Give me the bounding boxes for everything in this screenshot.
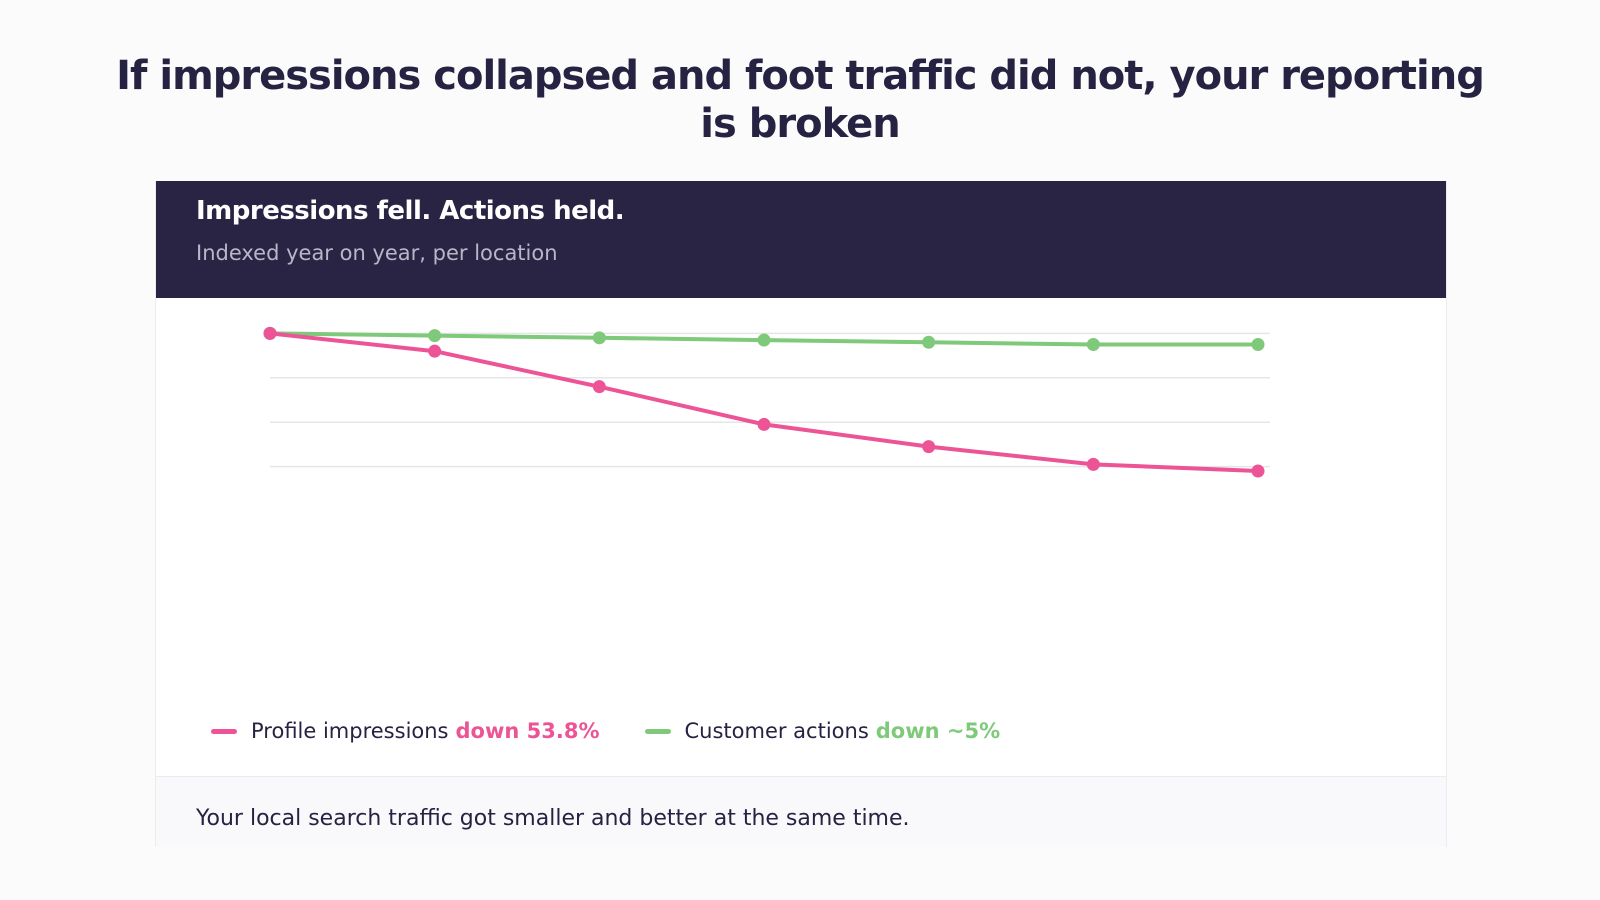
data-point-actions-2 xyxy=(428,329,442,343)
legend-swatch-impressions xyxy=(211,728,237,734)
legend-swatch-actions xyxy=(644,728,671,734)
page-title: If impressions collapsed and foot traffi… xyxy=(116,53,1485,147)
legend-label-impressions: Profile impressions xyxy=(251,719,449,743)
chart-legend: Profile impressions down 53.8% Customer … xyxy=(211,716,1000,746)
series-layer xyxy=(263,326,1265,478)
legend-note-actions: down ~5% xyxy=(875,719,1001,743)
footer-text: Your local search traffic got smaller an… xyxy=(196,806,910,831)
data-point-impressions-6 xyxy=(1086,457,1100,471)
series-line-impressions xyxy=(268,331,1260,473)
data-point-actions-4 xyxy=(757,333,771,347)
card-header: Impressions fell. Actions held. Indexed … xyxy=(156,181,1446,298)
data-point-actions-6 xyxy=(1086,338,1100,351)
series-impressions xyxy=(263,326,1265,478)
data-point-impressions-3 xyxy=(592,380,606,394)
legend-item-impressions: Profile impressions down 53.8% xyxy=(211,716,600,746)
data-point-impressions-2 xyxy=(428,344,442,358)
data-point-actions-7 xyxy=(1251,338,1265,351)
data-point-impressions-5 xyxy=(922,440,936,454)
card-title: Impressions fell. Actions held. xyxy=(196,196,625,226)
data-point-impressions-1 xyxy=(263,326,277,340)
data-point-actions-3 xyxy=(592,331,606,345)
data-point-impressions-7 xyxy=(1251,464,1265,478)
grid-lines xyxy=(270,332,1270,468)
chart-card: Impressions fell. Actions held. Indexed … xyxy=(155,181,1447,847)
data-point-impressions-4 xyxy=(757,417,771,431)
legend-label-actions: Customer actions xyxy=(684,719,869,743)
card-footer: Your local search traffic got smaller an… xyxy=(156,776,1446,847)
legend-item-actions: Customer actions down ~5% xyxy=(644,716,1001,746)
legend-note-impressions: down 53.8% xyxy=(455,719,600,743)
line-chart xyxy=(263,326,1270,478)
card-subtitle: Indexed year on year, per location xyxy=(196,241,558,265)
data-point-actions-5 xyxy=(922,335,936,349)
